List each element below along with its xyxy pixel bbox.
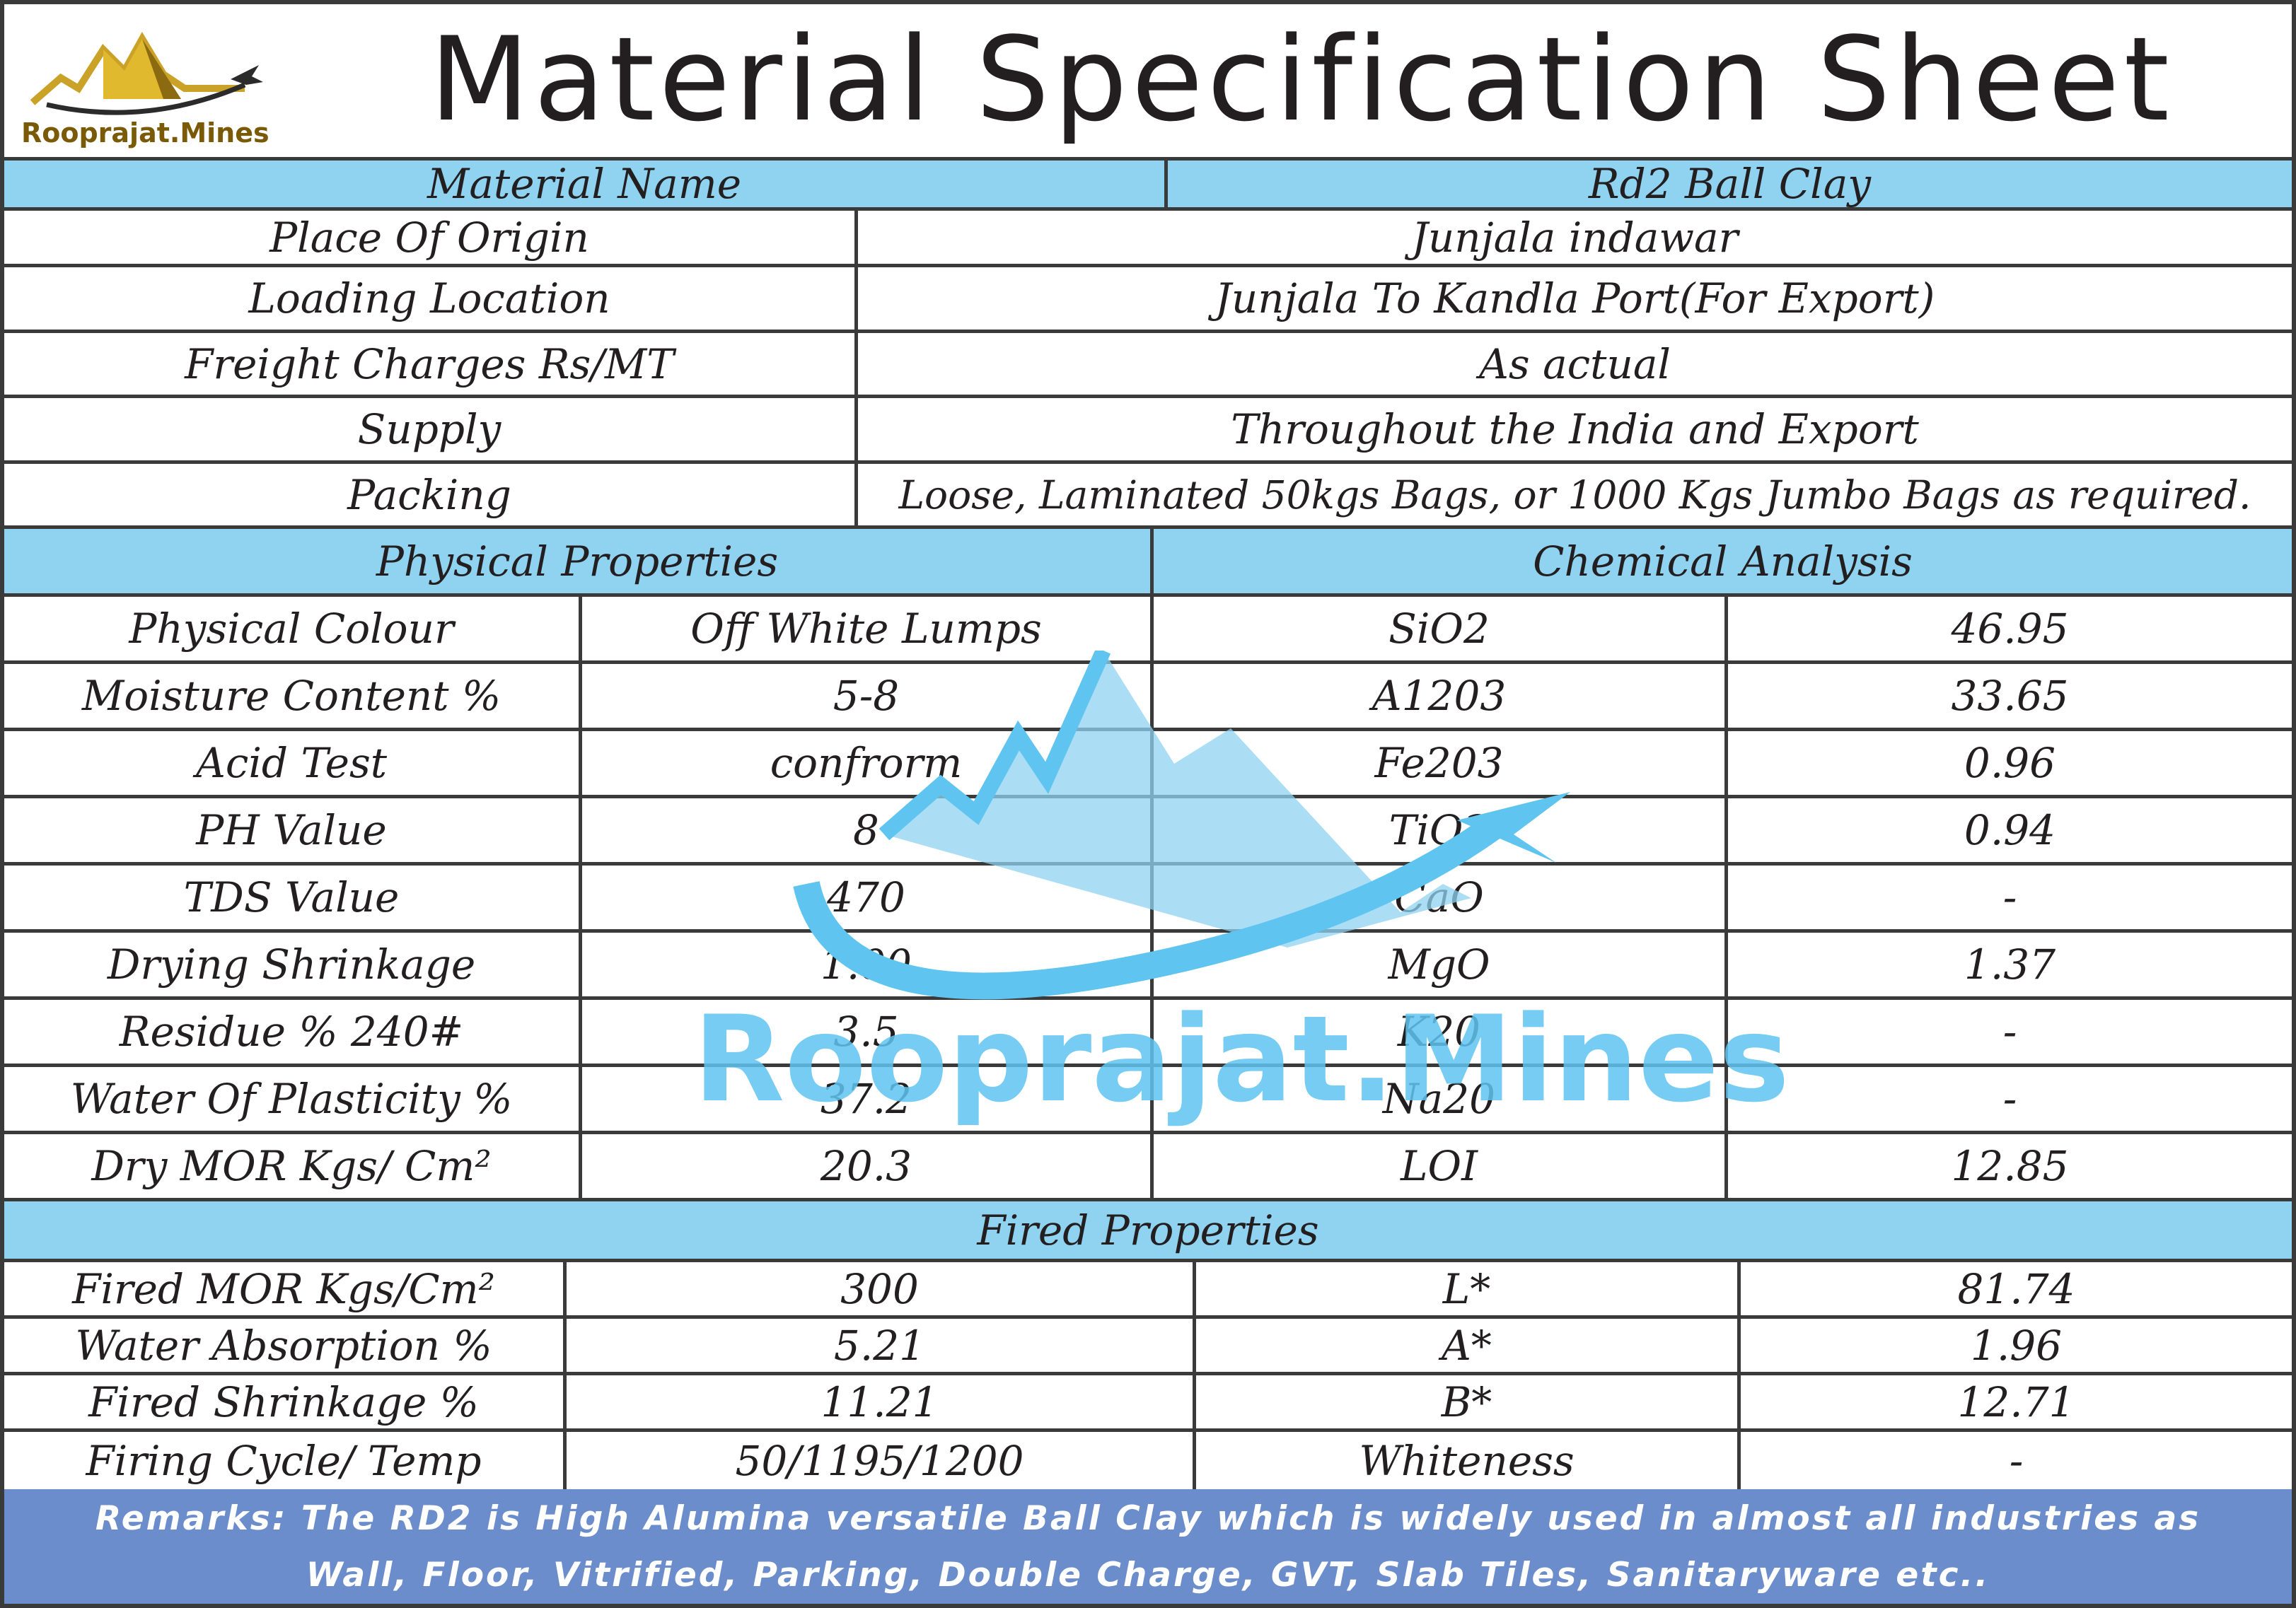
material-value: Rd2 Ball Clay — [1164, 160, 2292, 208]
remarks-line-2: Wall, Floor, Vitrified, Parking, Double … — [306, 1556, 1990, 1595]
info-label: Packing — [347, 470, 511, 519]
chemical-label: Na20 — [1150, 1067, 1724, 1131]
chemical-value: 0.96 — [1724, 731, 2292, 795]
page-title: Material Specification Sheet — [429, 12, 2174, 147]
color-value: - — [1737, 1432, 2292, 1489]
chemical-value: 33.65 — [1724, 664, 2292, 728]
fired-value: 5.21 — [563, 1319, 1193, 1372]
color-label: L* — [1193, 1262, 1737, 1315]
material-row: Material Name Rd2 Ball Clay — [4, 157, 2292, 211]
info-label: Freight Charges Rs/MT — [185, 339, 674, 388]
info-label: Supply — [357, 405, 501, 453]
fired-properties-row: Fired Properties — [4, 1201, 2292, 1262]
chemical-value: 0.94 — [1724, 798, 2292, 862]
info-row: Supply Throughout the India and Export — [4, 398, 2292, 464]
header: Rooprajat.Mines Material Specification S… — [0, 0, 2296, 157]
table-row: Fired Shrinkage % 11.21 B* 12.71 — [4, 1375, 2292, 1432]
info-row: Packing Loose, Laminated 50kgs Bags, or … — [4, 464, 2292, 529]
remarks: Remarks: The RD2 is High Alumina versati… — [4, 1489, 2292, 1604]
chemical-value: 1.37 — [1724, 933, 2292, 996]
chemical-value: 12.85 — [1724, 1134, 2292, 1198]
fired-value: 11.21 — [563, 1375, 1193, 1428]
property-label: PH Value — [196, 806, 387, 854]
fired-label: Water Absorption % — [75, 1321, 492, 1370]
chemical-analysis-header: Chemical Analysis — [1150, 529, 2292, 593]
info-label: Place Of Origin — [269, 213, 589, 262]
info-row: Loading Location Junjala To Kandla Port(… — [4, 267, 2292, 333]
chemical-label: LOI — [1150, 1134, 1724, 1198]
info-value: Junjala To Kandla Port(For Export) — [854, 267, 2292, 330]
color-value: 81.74 — [1737, 1262, 2292, 1315]
fired-label: Firing Cycle/ Temp — [86, 1436, 482, 1485]
logo-text: Rooprajat.Mines — [21, 117, 269, 148]
property-label: Residue % 240# — [119, 1008, 464, 1056]
property-label: Dry MOR Kgs/ Cm² — [91, 1142, 492, 1190]
table-row: Firing Cycle/ Temp 50/1195/1200 Whitenes… — [4, 1432, 2292, 1489]
mountain-plane-icon — [30, 32, 263, 115]
table-row: Residue % 240# 3.5 K20 - — [4, 1000, 2292, 1067]
fired-value: 50/1195/1200 — [563, 1432, 1193, 1489]
property-label: Acid Test — [195, 739, 388, 787]
property-label: Drying Shrinkage — [107, 940, 476, 989]
property-label: Water Of Plasticity % — [70, 1075, 513, 1123]
table-row: Water Absorption % 5.21 A* 1.96 — [4, 1319, 2292, 1375]
material-label: Material Name — [427, 160, 742, 208]
property-value: Off White Lumps — [579, 597, 1150, 660]
remarks-line-1: Remarks: The RD2 is High Alumina versati… — [95, 1499, 2201, 1538]
info-value: Loose, Laminated 50kgs Bags, or 1000 Kgs… — [854, 464, 2292, 525]
table-row: Water Of Plasticity % 37.2 Na20 - — [4, 1067, 2292, 1134]
color-label: B* — [1193, 1375, 1737, 1428]
fired-value: 300 — [563, 1262, 1193, 1315]
color-label: A* — [1193, 1319, 1737, 1372]
color-value: 12.71 — [1737, 1375, 2292, 1428]
color-label: Whiteness — [1193, 1432, 1737, 1489]
section-header-row: Physical Properties Chemical Analysis — [4, 529, 2292, 597]
info-label: Loading Location — [248, 274, 610, 322]
fired-label: Fired MOR Kgs/Cm² — [72, 1264, 495, 1313]
table-row: Dry MOR Kgs/ Cm² 20.3 LOI 12.85 — [4, 1134, 2292, 1201]
property-value: 20.3 — [579, 1134, 1150, 1198]
fired-label: Fired Shrinkage % — [88, 1377, 479, 1426]
property-label: Physical Colour — [129, 605, 454, 653]
chemical-value: - — [1724, 1000, 2292, 1064]
chemical-value: 46.95 — [1724, 597, 2292, 660]
chemical-label: K20 — [1150, 1000, 1724, 1064]
color-value: 1.96 — [1737, 1319, 2292, 1372]
info-value: Throughout the India and Export — [854, 398, 2292, 460]
chemical-label: SiO2 — [1150, 597, 1724, 660]
info-value: Junjala indawar — [854, 211, 2292, 264]
chemical-value: - — [1724, 1067, 2292, 1131]
info-row: Place Of Origin Junjala indawar — [4, 211, 2292, 267]
logo — [18, 21, 273, 152]
info-row: Freight Charges Rs/MT As actual — [4, 333, 2292, 398]
physical-properties-header: Physical Properties — [376, 537, 779, 585]
chemical-value: - — [1724, 866, 2292, 929]
table-row: Fired MOR Kgs/Cm² 300 L* 81.74 — [4, 1262, 2292, 1319]
property-value: 37.2 — [579, 1067, 1150, 1131]
fired-properties-header: Fired Properties — [977, 1206, 1319, 1254]
property-label: TDS Value — [183, 873, 400, 921]
info-value: As actual — [854, 333, 2292, 395]
property-label: Moisture Content % — [81, 672, 501, 720]
property-value: 3.5 — [579, 1000, 1150, 1064]
